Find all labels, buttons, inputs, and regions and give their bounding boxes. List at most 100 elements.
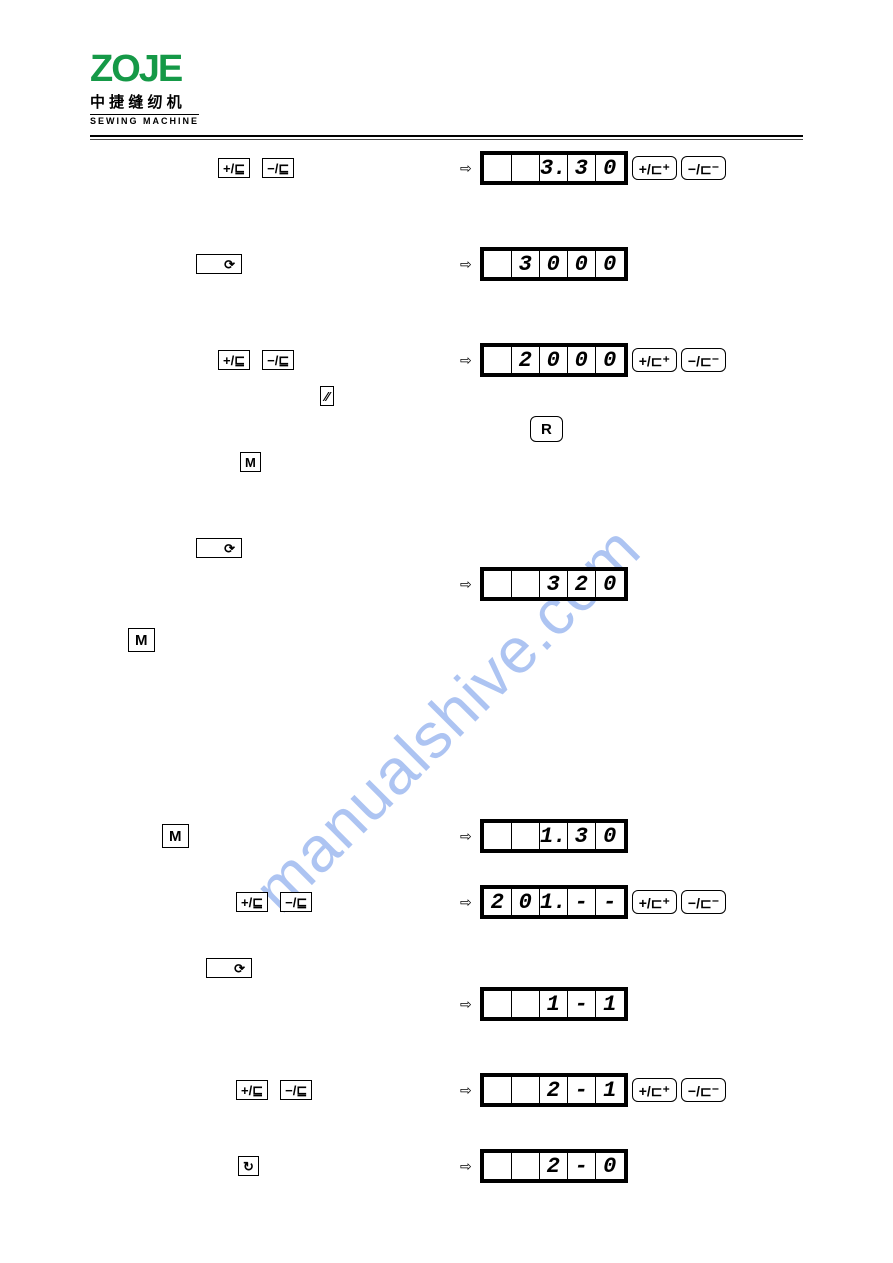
lcd-cell	[484, 155, 512, 181]
arrow-icon: ⇨	[460, 352, 472, 369]
lcd-display: 3000	[480, 247, 628, 281]
minus_btn-button[interactable]: −/⊏⁻	[681, 348, 726, 372]
reload-button[interactable]: ↻	[238, 1156, 259, 1176]
lcd-cell: 0	[596, 571, 624, 597]
lcd-cell: 0	[568, 347, 596, 373]
instruction-row: M	[90, 444, 803, 480]
minus_btn-button[interactable]: −/⊏⁻	[681, 156, 726, 180]
lcd-cell: 0	[596, 1153, 624, 1179]
arrow-icon: ⇨	[460, 1158, 472, 1175]
row-right: ⇨ 3000	[460, 247, 628, 281]
lcd-cell: -	[568, 991, 596, 1017]
arrow-icon: ⇨	[460, 894, 472, 911]
row-left: +/⊑ −/⊑	[218, 350, 294, 370]
row-left: +/⊑ −/⊑	[236, 1080, 312, 1100]
plus_btn-button[interactable]: +/⊏⁺	[632, 1078, 677, 1102]
lcd-cell	[484, 347, 512, 373]
instruction-row: +/⊑−/⊑⇨ 2000+/⊏⁺−/⊏⁻	[90, 342, 803, 378]
instruction-row: ⁄⁄	[90, 378, 803, 414]
row-left: +/⊑ −/⊑	[236, 892, 312, 912]
minus_btn-button[interactable]: −/⊏⁻	[681, 890, 726, 914]
row-right: ⇨ 2-1+/⊏⁺−/⊏⁻	[460, 1073, 726, 1107]
row-right: ⇨ 320	[460, 567, 628, 601]
plus_btn-button[interactable]: +/⊏⁺	[632, 348, 677, 372]
power-button[interactable]: ⟳	[196, 538, 242, 558]
plus_btn-button[interactable]: +/⊏⁺	[632, 890, 677, 914]
arrow-icon: ⇨	[460, 576, 472, 593]
r-button[interactable]: R	[530, 416, 563, 442]
lcd-display: 201.--	[480, 885, 628, 919]
lcd-display: 2-1	[480, 1073, 628, 1107]
minus_small-button[interactable]: −/⊑	[280, 892, 312, 912]
row-right: ⇨ 2-0	[460, 1149, 628, 1183]
lcd-cell: -	[596, 889, 624, 915]
lcd-cell: 2	[540, 1153, 568, 1179]
row-left: M	[162, 824, 189, 848]
power-button[interactable]: ⟳	[196, 254, 242, 274]
lcd-cell: 0	[540, 347, 568, 373]
row-right: ⇨201.--+/⊏⁺−/⊏⁻	[460, 885, 726, 919]
lcd-display: 1.30	[480, 819, 628, 853]
lcd-cell: 0	[512, 889, 540, 915]
slash-button[interactable]: ⁄⁄	[320, 386, 334, 406]
lcd-display: 320	[480, 567, 628, 601]
lcd-cell	[484, 823, 512, 849]
instruction-row: ⟳	[90, 950, 803, 986]
plus_small-button[interactable]: +/⊑	[236, 1080, 268, 1100]
lcd-cell: 0	[568, 251, 596, 277]
instruction-row: ⇨ 320	[90, 566, 803, 602]
arrow-icon: ⇨	[460, 256, 472, 273]
row-right: ⇨ 1-1	[460, 987, 628, 1021]
M-button[interactable]: M	[240, 452, 261, 472]
plus_small-button[interactable]: +/⊑	[236, 892, 268, 912]
plus_small-button[interactable]: +/⊑	[218, 350, 250, 370]
lcd-cell: 0	[596, 155, 624, 181]
row-left: M	[128, 628, 155, 652]
lcd-cell: 0	[596, 251, 624, 277]
lcd-cell: -	[568, 889, 596, 915]
plus_small-button[interactable]: +/⊑	[218, 158, 250, 178]
minus_small-button[interactable]: −/⊑	[280, 1080, 312, 1100]
lcd-cell: 2	[484, 889, 512, 915]
lcd-cell: 1	[596, 991, 624, 1017]
lcd-cell	[512, 1153, 540, 1179]
instruction-row: +/⊑−/⊑⇨ 2-1+/⊏⁺−/⊏⁻	[90, 1072, 803, 1108]
instruction-row: +/⊑−/⊑⇨ 3.30+/⊏⁺−/⊏⁻	[90, 150, 803, 186]
lcd-cell: 0	[596, 823, 624, 849]
lcd-cell: 1.	[540, 889, 568, 915]
brand-subtitle-en: SEWING MACHINE	[90, 114, 199, 126]
lcd-cell	[512, 571, 540, 597]
instruction-row: ↻ ⇨ 2-0	[90, 1148, 803, 1184]
row-right: ⇨ 3.30+/⊏⁺−/⊏⁻	[460, 151, 726, 185]
minus_small-button[interactable]: −/⊑	[262, 158, 294, 178]
row-left: ⟳	[206, 958, 252, 978]
r-button-row: R	[90, 414, 803, 444]
lcd-cell	[512, 823, 540, 849]
instruction-row: M ⇨ 1.30	[90, 818, 803, 854]
row-left: ⁄⁄	[320, 386, 334, 406]
minus_btn-button[interactable]: −/⊏⁻	[681, 1078, 726, 1102]
row-left: ⟳	[196, 254, 242, 274]
row-left: ⟳	[196, 538, 242, 558]
row-left: M	[240, 452, 261, 472]
lcd-cell	[484, 251, 512, 277]
lcd-cell: 1	[596, 1077, 624, 1103]
row-left: ↻	[238, 1156, 259, 1176]
row-left: +/⊑ −/⊑	[218, 158, 294, 178]
row-right: ⇨ 2000+/⊏⁺−/⊏⁻	[460, 343, 726, 377]
plus_btn-button[interactable]: +/⊏⁺	[632, 156, 677, 180]
lcd-cell: 3	[568, 823, 596, 849]
lcd-cell	[512, 991, 540, 1017]
power-button[interactable]: ⟳	[206, 958, 252, 978]
instruction-row: ⟳	[90, 530, 803, 566]
minus_small-button[interactable]: −/⊑	[262, 350, 294, 370]
lcd-cell: -	[568, 1153, 596, 1179]
M-button[interactable]: M	[162, 824, 189, 848]
lcd-cell	[512, 1077, 540, 1103]
brand-logo: ZOJE	[90, 50, 803, 88]
arrow-icon: ⇨	[460, 996, 472, 1013]
lcd-cell: 1.	[540, 823, 568, 849]
arrow-icon: ⇨	[460, 828, 472, 845]
arrow-icon: ⇨	[460, 160, 472, 177]
M-button[interactable]: M	[128, 628, 155, 652]
